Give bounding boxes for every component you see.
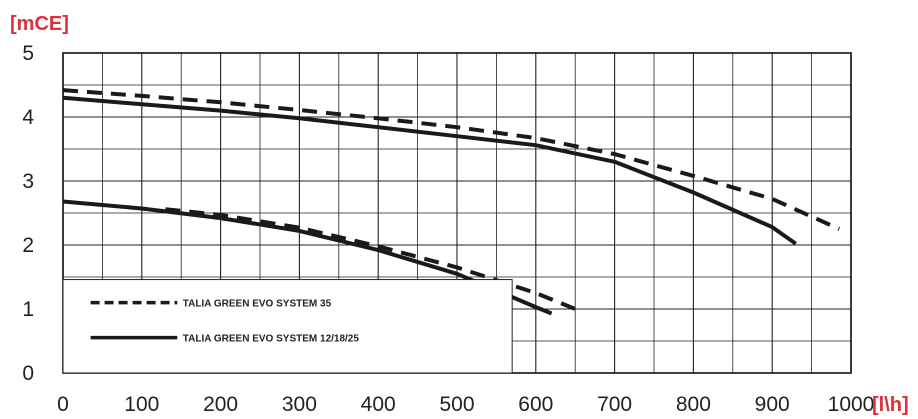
y-tick-label: 2 xyxy=(22,234,34,257)
x-tick-label: 800 xyxy=(676,393,711,416)
series-dashed-curve-2 xyxy=(165,207,576,311)
series-dashed-curve-1 xyxy=(62,88,841,231)
series-solid-curve-1 xyxy=(62,95,797,246)
x-tick-label: 900 xyxy=(755,393,790,416)
x-tick-label: 600 xyxy=(518,393,553,416)
series-solid-curve-2 xyxy=(62,199,553,316)
series-layer xyxy=(62,88,841,316)
legend-label: TALIA GREEN EVO SYSTEM 35 xyxy=(183,299,332,310)
y-axis-unit-label: [mCE] xyxy=(10,13,69,35)
y-tick-label: 1 xyxy=(22,298,34,321)
x-tick-label: 500 xyxy=(439,393,474,416)
labels: 0 100 200 300 400 500 600 700 800 900 1000 0 1 2 3 4 5 [m… xyxy=(10,13,909,416)
x-tick-label: 1000 xyxy=(828,393,875,416)
x-axis-unit-label: [l\h] xyxy=(872,394,909,416)
y-tick-label: 5 xyxy=(22,42,34,65)
x-tick-label: 300 xyxy=(282,393,317,416)
legend: TALIA GREEN EVO SYSTEM 35 TALIA GREEN EVO… xyxy=(62,279,513,374)
legend-box xyxy=(62,279,513,374)
y-tick-label: 0 xyxy=(22,362,34,385)
x-tick-label: 0 xyxy=(57,393,69,416)
y-tick-label: 3 xyxy=(22,170,34,193)
x-tick-label: 100 xyxy=(124,393,159,416)
legend-label: TALIA GREEN EVO SYSTEM 12/18/25 xyxy=(183,334,360,345)
x-tick-label: 200 xyxy=(203,393,238,416)
x-tick-label: 400 xyxy=(361,393,396,416)
x-tick-label: 700 xyxy=(597,393,632,416)
y-tick-label: 4 xyxy=(22,106,34,129)
